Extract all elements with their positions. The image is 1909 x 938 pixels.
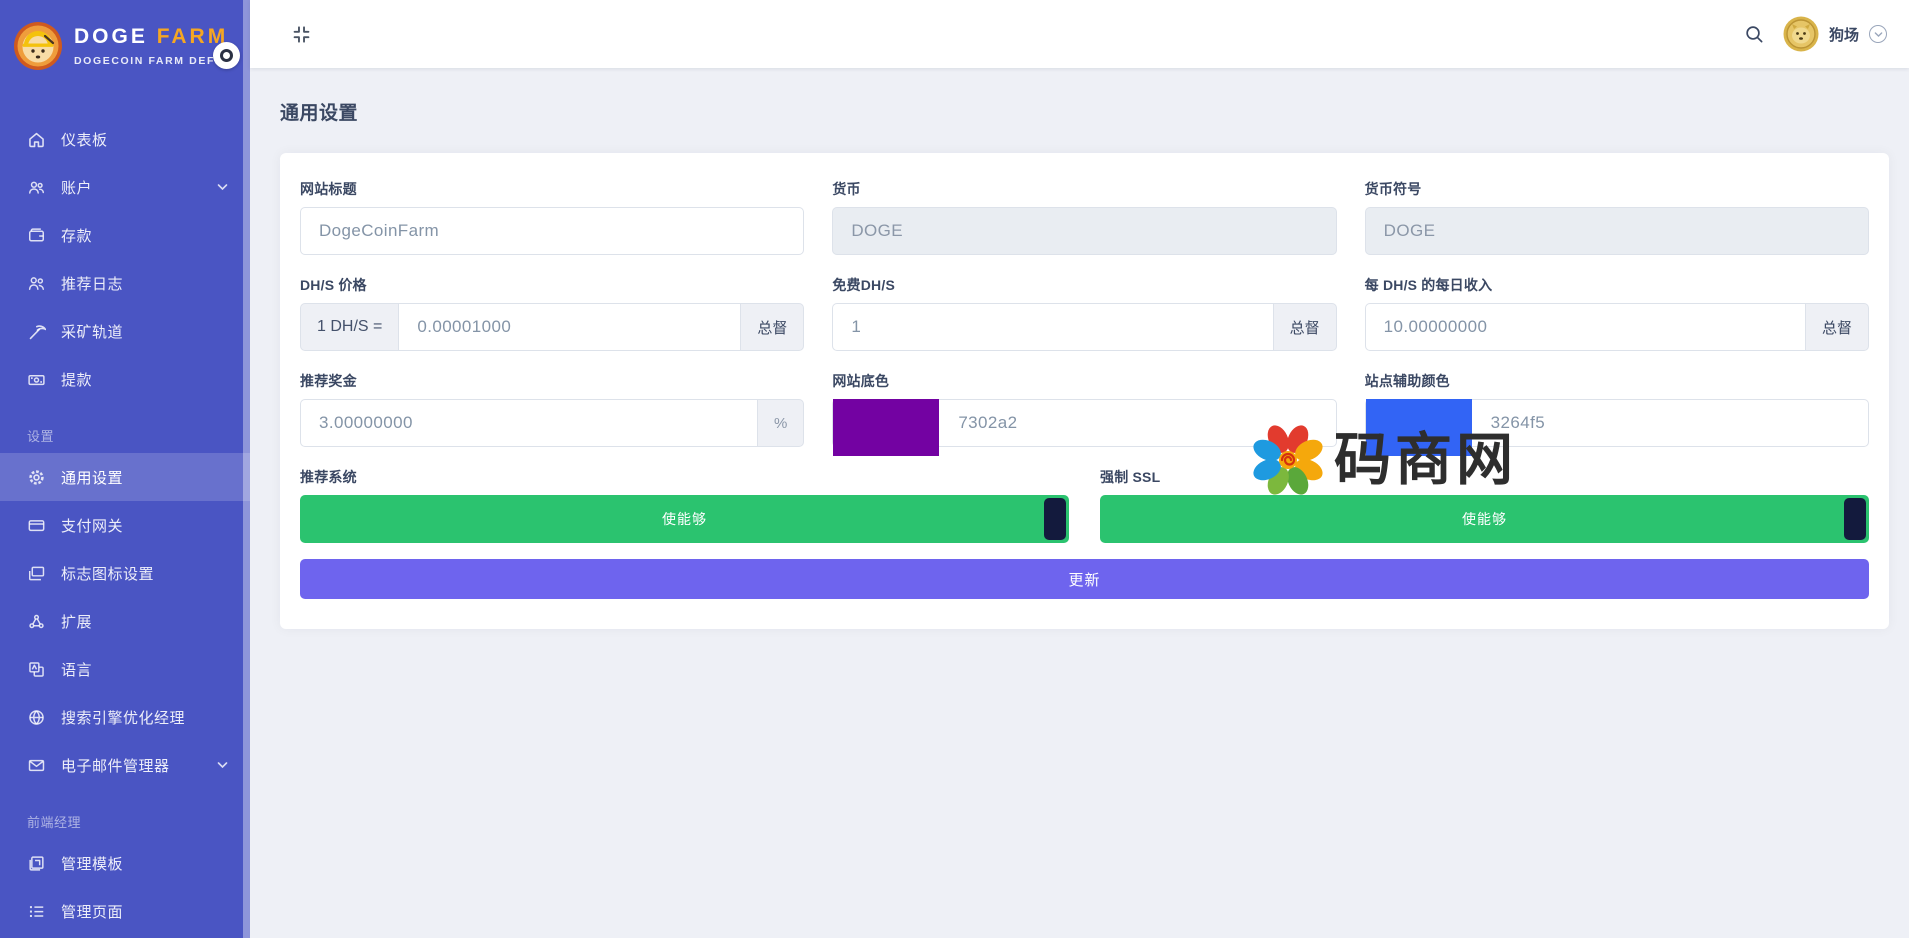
sidebar-item-seo-manager[interactable]: 搜索引擎优化经理 (0, 693, 250, 741)
field-force-ssl: 强制 SSL 使能够 (1100, 467, 1869, 543)
field-free-dhs: 免费DH/S 总督 (832, 275, 1337, 351)
currency-symbol-input (1364, 207, 1869, 255)
sidebar-item-language[interactable]: 语言 (0, 645, 250, 693)
currency-input (832, 207, 1337, 255)
sidebar-collapse-button[interactable] (288, 21, 314, 47)
site-title-input[interactable] (300, 207, 805, 255)
referral-bonus-suffix: % (756, 399, 805, 447)
site-title-label: 网站标题 (300, 181, 357, 197)
referral-system-state: 使能够 (662, 511, 707, 527)
sidebar-item-deposits[interactable]: 存款 (0, 211, 250, 259)
field-site-secondary-color: 站点辅助颜色 (1364, 371, 1869, 456)
toggle-knob (1044, 498, 1066, 540)
sidebar-item-extensions[interactable]: 扩展 (0, 597, 250, 645)
currency-symbol-label: 货币符号 (1364, 181, 1422, 197)
sidebar-item-withdrawals[interactable]: 提款 (0, 355, 250, 403)
sidebar-item-manage-templates[interactable]: 管理模板 (0, 839, 250, 887)
images-icon (27, 564, 46, 583)
field-daily-income: 每 DH/S 的每日收入 总督 (1364, 275, 1869, 351)
site-base-color-label: 网站底色 (832, 373, 890, 389)
brand-subtitle: DOGECOIN FARM DEFI (74, 54, 220, 67)
brand-title: DOGE FARM (74, 25, 229, 49)
referral-system-toggle[interactable]: 使能够 (300, 495, 1069, 543)
pin-ring-icon (220, 49, 233, 62)
chevron-down-icon (217, 761, 228, 769)
force-ssl-toggle[interactable]: 使能够 (1100, 495, 1869, 543)
daily-income-label: 每 DH/S 的每日收入 (1364, 277, 1493, 293)
free-dhs-input[interactable] (832, 303, 1273, 351)
secondary-color-swatch[interactable] (1365, 399, 1472, 456)
search-button[interactable] (1743, 22, 1767, 46)
sidebar-section-frontend: 前端经理 (27, 814, 82, 830)
user-menu[interactable]: 狗场 (1783, 16, 1887, 52)
list-icon (27, 902, 46, 921)
field-currency: 货币 (832, 179, 1337, 255)
banknote-icon (27, 370, 46, 389)
username: 狗场 (1828, 26, 1859, 44)
field-currency-symbol: 货币符号 (1364, 179, 1869, 255)
envelope-icon (27, 756, 46, 775)
dhs-price-suffix: 总督 (740, 303, 805, 351)
template-icon (27, 854, 46, 873)
field-site-base-color: 网站底色 (832, 371, 1337, 456)
two-users-icon (27, 274, 46, 293)
chevron-down-circle-icon[interactable] (1869, 25, 1887, 43)
share-nodes-icon (27, 612, 46, 631)
sidebar: DOGE FARM DOGECOIN FARM DEFI 仪表板 账户 (0, 0, 250, 938)
sidebar-item-logo-icon-settings[interactable]: 标志图标设置 (0, 549, 250, 597)
field-site-title: 网站标题 (300, 179, 805, 255)
wallet-icon (27, 226, 46, 245)
dhs-price-label: DH/S 价格 (300, 277, 367, 293)
dhs-price-prefix: 1 DH/S = (300, 303, 400, 351)
chevron-down-icon (217, 183, 228, 191)
field-referral-system: 推荐系统 使能够 (300, 467, 1069, 543)
toggle-knob (1844, 498, 1866, 540)
site-secondary-color-label: 站点辅助颜色 (1364, 373, 1450, 389)
free-dhs-suffix: 总督 (1272, 303, 1337, 351)
daily-income-suffix: 总督 (1804, 303, 1869, 351)
doge-farm-logo (14, 22, 62, 70)
sidebar-item-referral-log[interactable]: 推荐日志 (0, 259, 250, 307)
sidebar-pin-toggle-button[interactable] (213, 42, 240, 69)
field-referral-bonus: 推荐奖金 % (300, 371, 805, 447)
compress-icon (293, 25, 309, 43)
sidebar-item-accounts[interactable]: 账户 (0, 163, 250, 211)
referral-system-label: 推荐系统 (300, 469, 357, 485)
globe-icon (27, 708, 46, 727)
force-ssl-label: 强制 SSL (1100, 469, 1161, 485)
referral-bonus-label: 推荐奖金 (300, 373, 357, 389)
sidebar-item-general-settings[interactable]: 通用设置 (0, 453, 250, 501)
general-settings-card: 网站标题 货币 货币符号 (280, 153, 1889, 629)
sidebar-item-dashboard[interactable]: 仪表板 (0, 115, 250, 163)
sidebar-item-mining-track[interactable]: 采矿轨道 (0, 307, 250, 355)
referral-bonus-input[interactable] (300, 399, 757, 447)
topbar: 狗场 (250, 0, 1909, 68)
translate-icon (27, 660, 46, 679)
search-icon (1746, 25, 1763, 42)
daily-income-input[interactable] (1364, 303, 1805, 351)
brand: DOGE FARM DOGECOIN FARM DEFI (0, 0, 250, 92)
sidebar-item-email-manager[interactable]: 电子邮件管理器 (0, 741, 250, 789)
free-dhs-label: 免费DH/S (832, 277, 895, 293)
main-area: 狗场 通用设置 网站标题 (250, 0, 1909, 938)
update-button[interactable]: 更新 (300, 559, 1869, 599)
home-icon (27, 130, 46, 149)
sidebar-item-manage-pages[interactable]: 管理页面 (0, 887, 250, 935)
avatar (1783, 16, 1819, 52)
sidebar-section-settings: 设置 (27, 428, 55, 444)
users-group-icon (27, 178, 46, 197)
gear-icon (27, 468, 46, 487)
sidebar-item-payment-gateway[interactable]: 支付网关 (0, 501, 250, 549)
sidebar-nav: 仪表板 账户 存款 推荐日志 (0, 92, 250, 935)
currency-label: 货币 (832, 181, 861, 197)
pickaxe-icon (27, 322, 46, 341)
dhs-price-input[interactable] (399, 303, 741, 351)
base-color-swatch[interactable] (833, 399, 940, 456)
force-ssl-state: 使能够 (1462, 511, 1507, 527)
field-dhs-price: DH/S 价格 1 DH/S = 总督 (300, 275, 805, 351)
page-content: 通用设置 网站标题 货币 (250, 68, 1909, 938)
credit-card-icon (27, 516, 46, 535)
page-title: 通用设置 (280, 103, 359, 124)
